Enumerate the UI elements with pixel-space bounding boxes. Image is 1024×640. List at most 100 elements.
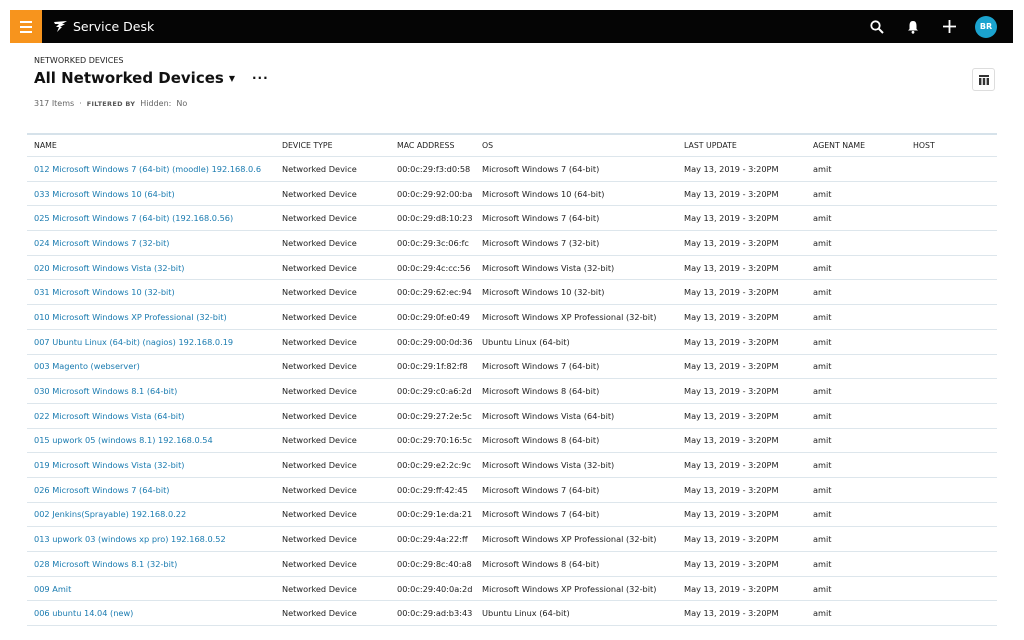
table-row[interactable]: 025 Microsoft Windows 7 (64-bit) (192.16… <box>27 205 997 231</box>
avatar[interactable]: BR <box>975 15 997 38</box>
cell-name: 006 ubuntu 14.04 (new) <box>27 600 275 627</box>
item-count: 317 Items <box>34 99 75 108</box>
column-header-host[interactable]: HOST <box>913 141 935 150</box>
search-button[interactable] <box>867 17 887 37</box>
table-row[interactable]: 003 Magento (webserver) Networked Device 0… <box>27 353 997 379</box>
cell-host <box>906 526 997 552</box>
table-row[interactable]: 009 Amit Networked Device 00:0c:29:40:0a:2… <box>27 575 997 601</box>
cell-host <box>906 427 997 453</box>
device-name-link[interactable]: 030 Microsoft Windows 8.1 (64-bit) <box>34 386 178 397</box>
table-row[interactable]: 012 Microsoft Windows 7 (64-bit) (moodle… <box>27 156 997 182</box>
cell-host <box>906 279 997 305</box>
cell-mac-address: 00:0c:29:62:ec:94 <box>390 279 475 305</box>
table-row[interactable]: 031 Microsoft Windows 10 (32-bit) Network… <box>27 279 997 305</box>
cell-agent-name: amit <box>806 427 906 453</box>
column-header-device-type[interactable]: DEVICE TYPE <box>282 141 333 150</box>
page-title: All Networked Devices <box>34 69 224 87</box>
cell-os: Microsoft Windows 7 (64-bit) <box>475 205 677 231</box>
device-name-link[interactable]: 031 Microsoft Windows 10 (32-bit) <box>34 287 175 298</box>
column-header-name[interactable]: NAME <box>34 141 57 150</box>
add-button[interactable] <box>939 17 959 37</box>
table-row[interactable]: 026 Microsoft Windows 7 (64-bit) Networke… <box>27 476 997 503</box>
table-row[interactable]: 020 Microsoft Windows Vista (32-bit) Netw… <box>27 254 997 280</box>
more-options-button[interactable]: ··· <box>251 71 269 85</box>
cell-mac-address: 00:0c:29:d8:10:23 <box>390 205 475 231</box>
brand[interactable]: Service Desk <box>54 10 154 43</box>
cell-last-update: May 13, 2019 - 3:20PM <box>677 230 806 256</box>
device-name-link[interactable]: 003 Magento (webserver) <box>34 361 140 372</box>
cell-os: Microsoft Windows XP Professional (32-bi… <box>475 526 677 552</box>
cell-mac-address: 00:0c:29:92:00:ba <box>390 180 475 206</box>
device-name-link[interactable]: 002 Jenkins(Sprayable) 192.168.0.22 <box>34 509 187 520</box>
cell-os: Microsoft Windows XP Professional (32-bi… <box>475 575 677 601</box>
table-row[interactable]: 006 ubuntu 14.04 (new) Networked Device 00… <box>27 600 997 627</box>
hamburger-menu-button[interactable] <box>10 10 42 43</box>
device-name-link[interactable]: 024 Microsoft Windows 7 (32-bit) <box>34 237 170 248</box>
table-row[interactable]: 010 Microsoft Windows XP Professional (3… <box>27 304 997 330</box>
cell-name: 019 Microsoft Windows Vista (32-bit) <box>27 452 275 478</box>
device-name-link[interactable]: 012 Microsoft Windows 7 (64-bit) (moodle… <box>34 163 262 174</box>
table-row[interactable]: 002 Jenkins(Sprayable) 192.168.0.22 Netwo… <box>27 501 997 527</box>
cell-last-update: May 13, 2019 - 3:20PM <box>677 254 806 280</box>
cell-last-update: May 13, 2019 - 3:20PM <box>677 452 806 478</box>
device-name-link[interactable]: 010 Microsoft Windows XP Professional (3… <box>34 311 227 322</box>
app-title: Service Desk <box>73 19 155 34</box>
cell-device-type: Networked Device <box>275 353 390 379</box>
cell-name: 030 Microsoft Windows 8.1 (64-bit) <box>27 378 275 404</box>
device-name-link[interactable]: 022 Microsoft Windows Vista (64-bit) <box>34 410 185 421</box>
cell-name: 015 upwork 05 (windows 8.1) 192.168.0.54 <box>27 427 275 453</box>
cell-host <box>906 600 997 627</box>
cell-last-update: May 13, 2019 - 3:20PM <box>677 304 806 330</box>
cell-os: Microsoft Windows 7 (64-bit) <box>475 156 677 182</box>
cell-device-type: Networked Device <box>275 452 390 478</box>
devices-table: NAME DEVICE TYPE MAC ADDRESS OS LAST UPDATE A… <box>27 133 997 627</box>
breadcrumb[interactable]: NETWORKED DEVICES <box>34 56 124 65</box>
table-row[interactable]: 015 upwork 05 (windows 8.1) 192.168.0.54… <box>27 427 997 453</box>
device-name-link[interactable]: 020 Microsoft Windows Vista (32-bit) <box>34 262 185 273</box>
column-header-os[interactable]: OS <box>482 141 494 150</box>
column-header-agent-name[interactable]: AGENT NAME <box>813 141 866 150</box>
table-row[interactable]: 033 Microsoft Windows 10 (64-bit) Network… <box>27 180 997 206</box>
device-name-link[interactable]: 015 upwork 05 (windows 8.1) 192.168.0.54 <box>34 435 213 446</box>
column-header-mac-address[interactable]: MAC ADDRESS <box>397 141 455 150</box>
table-row[interactable]: 024 Microsoft Windows 7 (32-bit) Networke… <box>27 230 997 256</box>
table-row[interactable]: 030 Microsoft Windows 8.1 (64-bit) Networ… <box>27 378 997 404</box>
column-settings-button[interactable] <box>972 68 995 91</box>
cell-name: 033 Microsoft Windows 10 (64-bit) <box>27 180 275 206</box>
cell-agent-name: amit <box>806 600 906 627</box>
filtered-by-label: FILTERED BY <box>86 99 136 108</box>
table-row[interactable]: 013 upwork 03 (windows xp pro) 192.168.0… <box>27 526 997 552</box>
device-name-link[interactable]: 006 ubuntu 14.04 (new) <box>34 608 134 619</box>
device-name-link[interactable]: 007 Ubuntu Linux (64-bit) (nagios) 192.1… <box>34 336 234 347</box>
device-name-link[interactable]: 013 upwork 03 (windows xp pro) 192.168.0… <box>34 534 226 545</box>
cell-last-update: May 13, 2019 - 3:20PM <box>677 180 806 206</box>
cell-os: Microsoft Windows 8 (64-bit) <box>475 427 677 453</box>
table-row[interactable]: 019 Microsoft Windows Vista (32-bit) Netw… <box>27 452 997 478</box>
cell-device-type: Networked Device <box>275 205 390 231</box>
cell-last-update: May 13, 2019 - 3:20PM <box>677 551 806 577</box>
cell-os: Microsoft Windows 7 (64-bit) <box>475 501 677 527</box>
device-name-link[interactable]: 025 Microsoft Windows 7 (64-bit) (192.16… <box>34 213 234 224</box>
cell-agent-name: amit <box>806 378 906 404</box>
cell-name: 025 Microsoft Windows 7 (64-bit) (192.16… <box>27 205 275 231</box>
device-name-link[interactable]: 026 Microsoft Windows 7 (64-bit) <box>34 484 170 495</box>
view-dropdown-caret-icon[interactable]: ▼ <box>228 73 235 83</box>
cell-host <box>906 254 997 280</box>
device-name-link[interactable]: 028 Microsoft Windows 8.1 (32-bit) <box>34 558 178 569</box>
cell-device-type: Networked Device <box>275 156 390 182</box>
cell-os: Microsoft Windows 10 (32-bit) <box>475 279 677 305</box>
cell-device-type: Networked Device <box>275 304 390 330</box>
table-row[interactable]: 007 Ubuntu Linux (64-bit) (nagios) 192.1… <box>27 328 997 354</box>
device-name-link[interactable]: 019 Microsoft Windows Vista (32-bit) <box>34 460 185 471</box>
table-row[interactable]: 028 Microsoft Windows 8.1 (32-bit) Networ… <box>27 551 997 577</box>
column-header-last-update[interactable]: LAST UPDATE <box>684 141 737 150</box>
filter-value[interactable]: No <box>176 99 188 108</box>
notifications-button[interactable] <box>903 17 923 37</box>
table-row[interactable]: 022 Microsoft Windows Vista (64-bit) Netw… <box>27 402 997 429</box>
separator: · <box>79 99 82 108</box>
device-name-link[interactable]: 009 Amit <box>34 583 72 594</box>
filter-key[interactable]: Hidden: <box>140 99 172 108</box>
device-name-link[interactable]: 033 Microsoft Windows 10 (64-bit) <box>34 188 175 199</box>
cell-host <box>906 156 997 182</box>
cell-name: 022 Microsoft Windows Vista (64-bit) <box>27 402 275 429</box>
